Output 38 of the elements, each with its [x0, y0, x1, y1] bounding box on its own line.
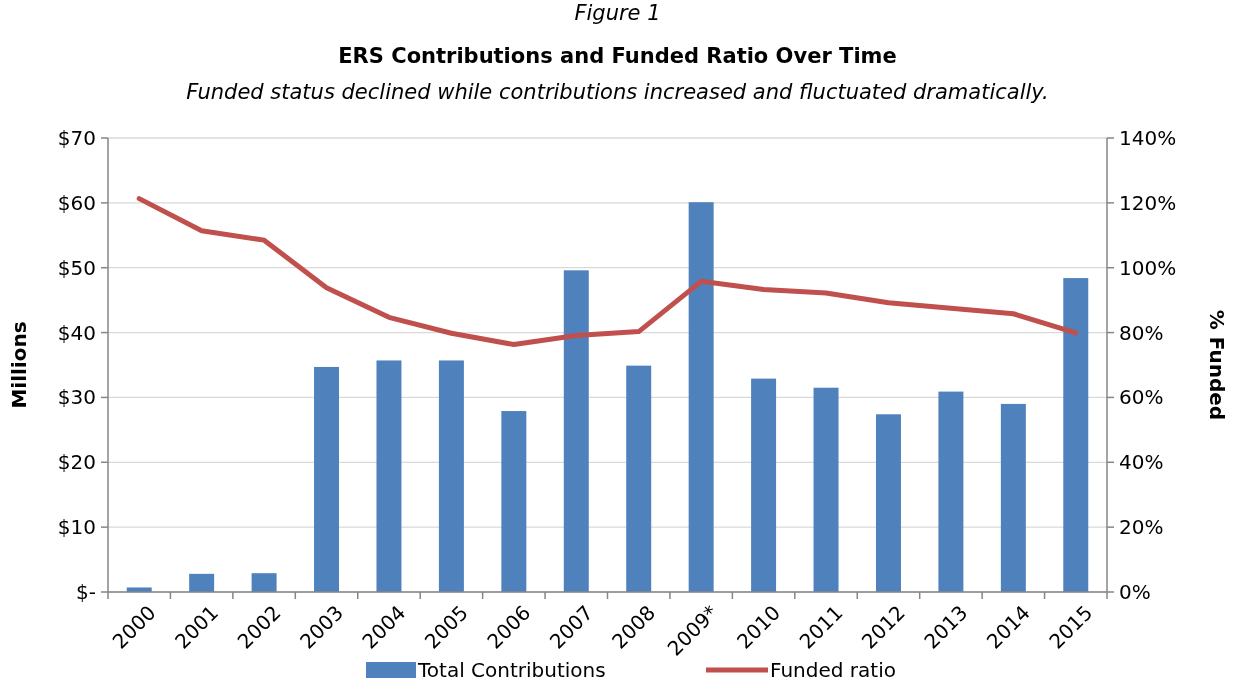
bar: [1063, 278, 1089, 592]
bar: [314, 366, 340, 592]
y-tick-label: $60: [57, 190, 96, 215]
y-tick-label: $30: [57, 385, 96, 410]
bar: [751, 378, 777, 592]
y-tick-label: $70: [57, 126, 96, 150]
y-tick-label: $10: [57, 515, 96, 540]
bar: [438, 360, 464, 592]
bar: [875, 414, 901, 592]
y-tick-label: $50: [57, 255, 96, 280]
y2-tick-label: 140%: [1119, 126, 1177, 150]
legend-label: Total Contributions: [417, 658, 606, 682]
y2-tick-label: 120%: [1119, 190, 1177, 215]
bar: [563, 270, 589, 592]
bar: [189, 573, 215, 592]
y2-tick-label: 100%: [1119, 255, 1177, 280]
y2-tick-label: 80%: [1119, 320, 1164, 345]
y-tick-label: $-: [76, 580, 96, 604]
chart-subtitle: Funded status declined while contributions increased and fluctuated dramatically.: [186, 80, 1049, 104]
y2-tick-label: 0%: [1119, 580, 1151, 604]
bar: [1000, 403, 1026, 592]
bar: [501, 411, 527, 592]
y-tick-label: $40: [57, 320, 96, 345]
y2-tick-label: 20%: [1119, 515, 1164, 540]
bar: [813, 387, 839, 592]
legend-label: Funded ratio: [770, 658, 896, 682]
bar: [251, 573, 277, 592]
y-tick-label: $20: [57, 450, 96, 475]
y2-tick-label: 40%: [1119, 450, 1164, 475]
chart-title: ERS Contributions and Funded Ratio Over Time: [338, 44, 897, 68]
bar: [938, 391, 964, 592]
y2-axis-title: % Funded: [1205, 309, 1229, 421]
y-axis-title: Millions: [7, 321, 31, 409]
bar: [376, 360, 402, 592]
bar: [688, 202, 714, 592]
caption: Figure 1: [574, 1, 661, 25]
y2-tick-label: 60%: [1119, 385, 1164, 410]
bar: [626, 365, 652, 592]
